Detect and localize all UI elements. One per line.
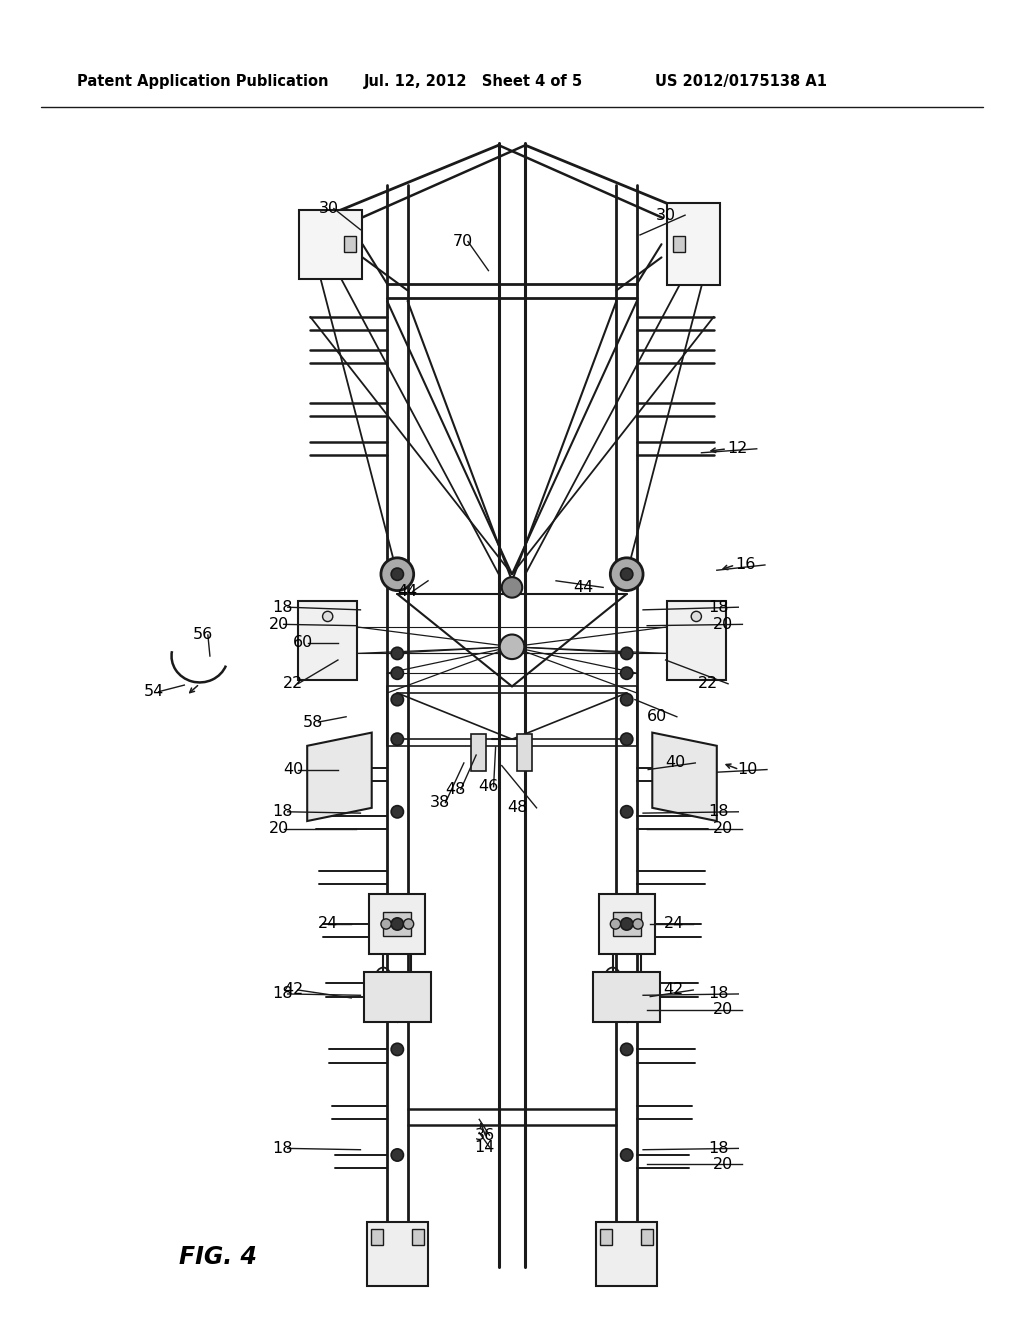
- Text: 42: 42: [283, 982, 303, 998]
- Bar: [641, 1229, 653, 1245]
- Text: 40: 40: [666, 755, 686, 771]
- Text: 54: 54: [143, 684, 164, 700]
- Text: 58: 58: [303, 714, 324, 730]
- Bar: [596, 1222, 657, 1286]
- Bar: [600, 1229, 612, 1245]
- Circle shape: [391, 693, 403, 706]
- Circle shape: [403, 919, 414, 929]
- Circle shape: [391, 568, 403, 581]
- Circle shape: [323, 611, 333, 622]
- Bar: [371, 1229, 383, 1245]
- Circle shape: [391, 667, 403, 680]
- Text: 20: 20: [268, 616, 289, 632]
- Text: 18: 18: [272, 986, 293, 1002]
- Bar: [299, 210, 362, 279]
- Bar: [673, 236, 685, 252]
- Circle shape: [610, 919, 621, 929]
- Bar: [365, 972, 431, 1022]
- Polygon shape: [307, 733, 372, 821]
- Text: 20: 20: [713, 1002, 733, 1018]
- Bar: [598, 895, 655, 953]
- Bar: [367, 1222, 428, 1286]
- Circle shape: [621, 568, 633, 581]
- Circle shape: [391, 647, 403, 660]
- Text: 20: 20: [268, 821, 289, 837]
- Circle shape: [391, 917, 403, 931]
- Text: 44: 44: [573, 579, 594, 595]
- Text: 30: 30: [655, 207, 676, 223]
- Circle shape: [610, 558, 643, 590]
- Text: 56: 56: [193, 627, 213, 643]
- Text: 20: 20: [713, 821, 733, 837]
- Text: 44: 44: [397, 583, 418, 599]
- Text: 38: 38: [430, 795, 451, 810]
- Text: 24: 24: [317, 916, 338, 932]
- Bar: [344, 236, 356, 252]
- Text: 18: 18: [709, 599, 729, 615]
- Bar: [667, 601, 726, 680]
- Text: 46: 46: [478, 779, 499, 795]
- Bar: [612, 912, 641, 936]
- Bar: [594, 972, 660, 1022]
- Bar: [369, 895, 426, 953]
- Circle shape: [391, 1043, 403, 1056]
- Text: 48: 48: [445, 781, 466, 797]
- Circle shape: [621, 733, 633, 746]
- Circle shape: [391, 805, 403, 818]
- Text: Jul. 12, 2012   Sheet 4 of 5: Jul. 12, 2012 Sheet 4 of 5: [364, 74, 583, 90]
- Text: 20: 20: [713, 1156, 733, 1172]
- Text: 14: 14: [474, 1139, 495, 1155]
- Text: 18: 18: [272, 804, 293, 820]
- Text: 48: 48: [507, 800, 527, 816]
- Text: 60: 60: [647, 709, 668, 725]
- Text: 70: 70: [453, 234, 473, 249]
- Text: 36: 36: [474, 1127, 495, 1143]
- Circle shape: [621, 1043, 633, 1056]
- Text: 18: 18: [709, 804, 729, 820]
- Text: 22: 22: [283, 676, 303, 692]
- Text: FIG. 4: FIG. 4: [179, 1245, 257, 1269]
- Circle shape: [381, 919, 391, 929]
- Text: 18: 18: [272, 599, 293, 615]
- Circle shape: [691, 611, 701, 622]
- Circle shape: [391, 1148, 403, 1162]
- Text: US 2012/0175138 A1: US 2012/0175138 A1: [655, 74, 827, 90]
- Bar: [412, 1229, 424, 1245]
- Circle shape: [621, 693, 633, 706]
- Circle shape: [621, 805, 633, 818]
- Bar: [298, 601, 357, 680]
- Circle shape: [621, 1148, 633, 1162]
- Polygon shape: [652, 733, 717, 821]
- Text: 40: 40: [283, 762, 303, 777]
- Text: 12: 12: [727, 441, 748, 457]
- Text: 16: 16: [735, 557, 756, 573]
- Bar: [387, 686, 637, 746]
- Circle shape: [621, 667, 633, 680]
- Text: 30: 30: [318, 201, 339, 216]
- Bar: [667, 203, 720, 285]
- Text: 18: 18: [709, 986, 729, 1002]
- Text: 60: 60: [293, 635, 313, 651]
- Text: 24: 24: [664, 916, 684, 932]
- Text: 18: 18: [272, 1140, 293, 1156]
- Circle shape: [502, 577, 522, 598]
- Circle shape: [633, 919, 643, 929]
- Bar: [517, 734, 532, 771]
- Circle shape: [500, 635, 524, 659]
- Circle shape: [381, 558, 414, 590]
- Bar: [471, 734, 486, 771]
- Circle shape: [621, 647, 633, 660]
- Text: Patent Application Publication: Patent Application Publication: [77, 74, 329, 90]
- Text: 20: 20: [713, 616, 733, 632]
- Text: 22: 22: [698, 676, 719, 692]
- Text: 18: 18: [709, 1140, 729, 1156]
- Circle shape: [621, 917, 633, 931]
- Text: 10: 10: [737, 762, 758, 777]
- Text: 42: 42: [664, 982, 684, 998]
- Bar: [383, 912, 412, 936]
- Circle shape: [391, 733, 403, 746]
